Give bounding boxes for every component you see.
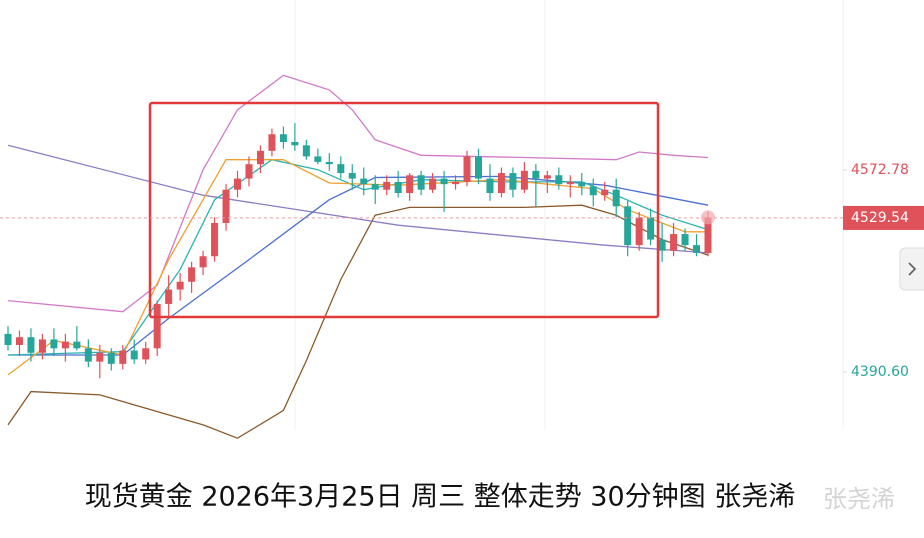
- candle-body: [532, 170, 540, 179]
- overlay-lines: [7, 74, 709, 439]
- candle-body: [406, 175, 414, 194]
- candle-body: [142, 348, 150, 360]
- last-price-label: 4529.54: [851, 210, 909, 226]
- arrow-icon[interactable]: [908, 262, 917, 276]
- candles: [4, 123, 715, 379]
- candle-body: [612, 189, 620, 207]
- candle-body: [566, 181, 574, 185]
- candle-body: [119, 350, 127, 364]
- candle-body: [452, 181, 460, 185]
- candle-body: [256, 150, 264, 165]
- candle-body: [50, 339, 58, 349]
- candle-body: [211, 222, 219, 257]
- candle-body: [4, 333, 12, 345]
- candle-body: [291, 141, 299, 146]
- expand-button[interactable]: [899, 247, 924, 291]
- candle-body: [497, 173, 505, 194]
- candle-body: [486, 178, 494, 194]
- candle-body: [578, 181, 586, 187]
- candle-body: [394, 181, 402, 194]
- overlay-line: [7, 144, 709, 254]
- candle-body: [245, 164, 253, 179]
- y-tick-label: 4390.60: [851, 364, 909, 380]
- candle-body: [107, 352, 115, 364]
- overlay-line: [7, 204, 709, 439]
- candle-body: [417, 175, 425, 190]
- candle-body: [96, 352, 104, 362]
- candle-body: [693, 245, 701, 253]
- candle-body: [463, 156, 471, 182]
- overlay-line: [8, 175, 709, 356]
- candle-body: [165, 289, 173, 304]
- overlay-line: [7, 159, 709, 356]
- candle-body: [234, 178, 242, 190]
- candle-body: [325, 161, 333, 165]
- candle-body: [635, 217, 643, 246]
- candle-body: [130, 350, 138, 360]
- candle-body: [153, 303, 161, 349]
- candle-body: [279, 134, 287, 142]
- candle-body: [27, 337, 35, 353]
- candle-body: [520, 170, 528, 190]
- candle-body: [601, 189, 609, 196]
- button-bg[interactable]: [899, 247, 924, 291]
- candle-body: [681, 234, 689, 246]
- caption: 现货黄金 2026年3月25日 周三 整体走势 30分钟图 张尧浠: [85, 482, 796, 513]
- candle-body: [337, 164, 345, 174]
- candle-body: [383, 181, 391, 190]
- candle-body: [429, 178, 437, 190]
- candle-body: [61, 341, 69, 349]
- candle-body: [704, 217, 712, 253]
- candle-body: [360, 178, 368, 185]
- candle-body: [268, 134, 276, 151]
- candle-body: [84, 348, 92, 362]
- candle-body: [188, 267, 196, 282]
- candle-body: [624, 206, 632, 246]
- candle-body: [589, 186, 597, 196]
- candle-body: [302, 145, 310, 157]
- last-price-box: [843, 205, 924, 230]
- candle-body: [371, 184, 379, 190]
- watermark: 张尧浠: [823, 485, 895, 513]
- candle-body: [647, 217, 655, 240]
- candle-body: [474, 156, 482, 179]
- price-axis: 4572.78 4390.60 4529.54: [0, 162, 924, 380]
- candle-body: [670, 234, 678, 251]
- candle-body: [38, 339, 46, 353]
- candle-body: [348, 173, 356, 179]
- candle-body: [73, 341, 81, 349]
- candle-body: [314, 156, 322, 162]
- candle-body: [222, 189, 230, 223]
- last-price-glow: [701, 210, 715, 225]
- candle-body: [658, 239, 666, 251]
- candle-body: [555, 175, 563, 185]
- highlight-box: [148, 101, 660, 319]
- y-tick-label: 4572.78: [851, 162, 909, 178]
- candle-body: [176, 281, 184, 290]
- candle-body: [440, 178, 448, 185]
- candle-body: [15, 337, 23, 345]
- overlay-line: [7, 74, 709, 313]
- candle-body: [543, 175, 551, 179]
- candle-body: [199, 256, 207, 268]
- candle-body: [509, 173, 517, 190]
